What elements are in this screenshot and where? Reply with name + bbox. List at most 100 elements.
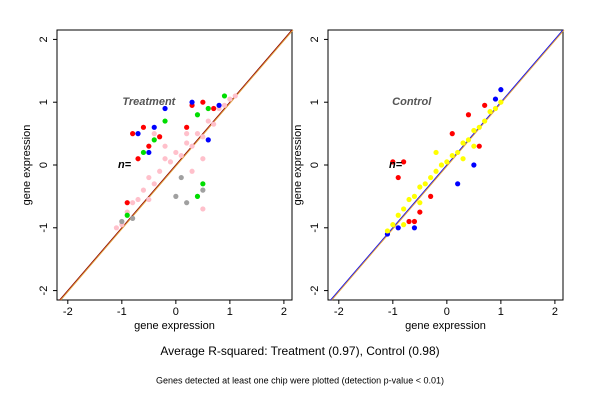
point (221, 93, 228, 99)
point (189, 143, 195, 149)
annotation: Treatment (122, 96, 176, 108)
y-tick-label: -2 (38, 286, 50, 296)
point (411, 218, 418, 225)
point (184, 200, 190, 206)
point (471, 127, 477, 134)
point (395, 225, 401, 231)
point (422, 181, 428, 187)
point (395, 212, 401, 218)
point (482, 102, 488, 108)
point (390, 222, 396, 228)
point (492, 96, 499, 102)
point (411, 193, 418, 199)
marker-note: n= (389, 159, 403, 171)
point (471, 143, 477, 149)
point (465, 112, 472, 118)
x-tick-label: -2 (334, 306, 344, 318)
point (157, 134, 163, 140)
point (146, 143, 152, 149)
point (162, 156, 168, 162)
point (184, 131, 190, 137)
point (189, 99, 195, 105)
point (130, 215, 136, 221)
point (151, 124, 157, 130)
point (162, 105, 168, 112)
point (184, 140, 190, 146)
x-tick-label: -1 (117, 306, 127, 318)
point (200, 156, 206, 162)
point (130, 131, 136, 137)
y-axis-label: gene expression (292, 125, 304, 206)
point (433, 149, 439, 156)
y-tick-label: -1 (38, 223, 50, 233)
point (401, 159, 407, 165)
x-tick-label: -2 (63, 306, 73, 318)
point (411, 225, 418, 231)
x-tick-label: 0 (173, 306, 179, 318)
point (135, 131, 141, 137)
point (216, 102, 222, 108)
point (428, 174, 434, 181)
point (444, 159, 450, 165)
x-tick-label: -1 (388, 306, 398, 318)
point (460, 140, 466, 146)
point (498, 87, 504, 93)
y-tick-label: 0 (309, 162, 321, 168)
point (173, 193, 179, 199)
point (200, 134, 206, 140)
point (178, 152, 184, 159)
identity-line (331, 29, 565, 301)
y-tick-label: 0 (38, 162, 50, 168)
point (151, 131, 157, 137)
point (194, 193, 201, 199)
y-axis-label: gene expression (21, 125, 33, 206)
point (476, 124, 482, 130)
point (205, 137, 211, 143)
point (140, 124, 147, 130)
marker-note: n= (118, 159, 132, 171)
point (449, 152, 455, 159)
point (124, 200, 130, 206)
x-tick-label: 0 (444, 306, 450, 318)
point (146, 196, 152, 203)
point (401, 222, 407, 228)
point (390, 159, 396, 165)
point (482, 118, 488, 124)
footnote: Genes detected at least one chip were pl… (156, 375, 444, 385)
point (449, 131, 455, 137)
point (162, 118, 168, 124)
point (151, 137, 157, 143)
point (113, 225, 120, 231)
y-tick-label: -1 (309, 223, 321, 233)
identity-line (330, 29, 564, 301)
point (194, 131, 201, 137)
x-axis-label: gene expression (405, 320, 486, 332)
point (417, 184, 423, 190)
x-tick-label: 2 (552, 306, 558, 318)
point (194, 112, 201, 118)
point (124, 212, 130, 218)
point (173, 149, 179, 156)
point (200, 99, 206, 105)
y-tick-label: 1 (38, 99, 50, 105)
point (211, 105, 217, 112)
point (189, 168, 195, 174)
point (178, 174, 184, 181)
point (184, 124, 190, 130)
point (205, 105, 211, 112)
point (140, 149, 147, 156)
point (227, 96, 233, 102)
point (471, 162, 477, 168)
point (135, 156, 141, 162)
point (200, 187, 206, 193)
caption: Average R-squared: Treatment (0.97), Con… (160, 344, 439, 358)
point (384, 228, 391, 234)
annotation: Control (392, 96, 432, 108)
point (130, 200, 136, 206)
identity-line (60, 29, 294, 301)
point (492, 105, 499, 112)
point (455, 181, 461, 187)
point (401, 206, 407, 212)
point (460, 156, 466, 162)
